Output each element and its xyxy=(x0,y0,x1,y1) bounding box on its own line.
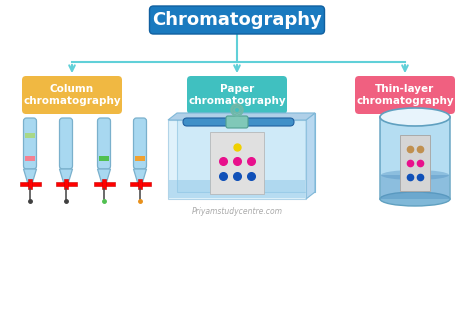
FancyBboxPatch shape xyxy=(24,118,36,169)
Bar xyxy=(55,182,76,186)
Text: Thin-layer
chromatography: Thin-layer chromatography xyxy=(356,84,454,106)
Bar xyxy=(64,179,68,189)
Bar xyxy=(400,135,430,191)
FancyBboxPatch shape xyxy=(134,118,146,169)
FancyBboxPatch shape xyxy=(22,76,122,114)
FancyBboxPatch shape xyxy=(149,6,325,34)
Ellipse shape xyxy=(381,170,449,180)
Bar xyxy=(210,132,264,194)
FancyBboxPatch shape xyxy=(183,118,294,126)
Bar xyxy=(25,133,35,138)
Ellipse shape xyxy=(380,192,450,206)
Bar xyxy=(25,156,35,161)
Bar xyxy=(138,179,142,189)
Bar xyxy=(135,156,145,161)
FancyBboxPatch shape xyxy=(226,116,248,128)
Bar xyxy=(61,156,71,161)
Polygon shape xyxy=(134,169,146,183)
Bar xyxy=(169,180,305,198)
Ellipse shape xyxy=(380,108,450,126)
Polygon shape xyxy=(24,169,36,183)
FancyBboxPatch shape xyxy=(98,118,110,169)
FancyBboxPatch shape xyxy=(187,76,287,114)
Bar xyxy=(102,179,106,189)
Polygon shape xyxy=(60,169,73,183)
Polygon shape xyxy=(98,169,110,183)
Bar xyxy=(19,182,40,186)
FancyBboxPatch shape xyxy=(355,76,455,114)
FancyBboxPatch shape xyxy=(60,118,73,169)
Bar xyxy=(381,175,449,199)
Bar xyxy=(380,117,450,199)
Polygon shape xyxy=(168,120,306,199)
Polygon shape xyxy=(168,113,315,120)
Bar xyxy=(129,182,151,186)
Bar xyxy=(93,182,115,186)
Text: Priyamstudycentre.com: Priyamstudycentre.com xyxy=(191,208,283,216)
Text: Column
chromatography: Column chromatography xyxy=(23,84,121,106)
Text: Paper
chromatography: Paper chromatography xyxy=(188,84,286,106)
Bar xyxy=(28,179,32,189)
Polygon shape xyxy=(306,113,315,199)
Bar xyxy=(99,156,109,161)
Polygon shape xyxy=(177,113,315,192)
Text: Chromatography: Chromatography xyxy=(152,11,322,29)
